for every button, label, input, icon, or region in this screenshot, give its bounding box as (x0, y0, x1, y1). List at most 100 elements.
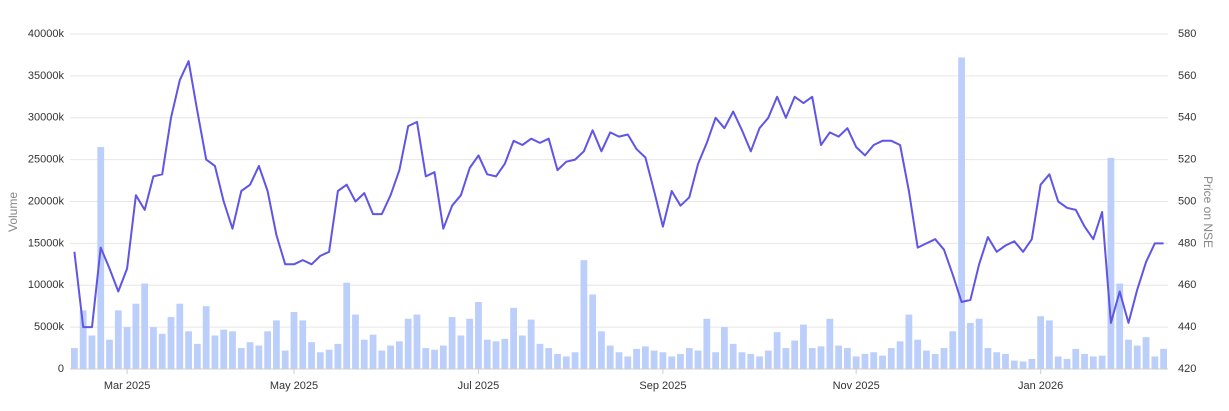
volume-bar (923, 350, 930, 369)
volume-bar (422, 348, 430, 369)
volume-bar (721, 327, 728, 369)
volume-bar (114, 310, 122, 369)
volume-bar (554, 353, 561, 369)
volume-bar (88, 335, 96, 369)
volume-bar (1116, 283, 1124, 369)
volume-bar (589, 294, 597, 369)
volume-bar (738, 352, 746, 369)
volume-bar (167, 317, 175, 369)
volume-bar (817, 346, 825, 369)
volume-bar (1089, 356, 1097, 369)
volume-bar (756, 356, 763, 369)
volume-bar (826, 318, 834, 369)
volume-bar (1063, 358, 1071, 369)
volume-bar (211, 335, 219, 369)
volume-bar (176, 303, 184, 369)
volume-bar (527, 319, 535, 369)
volume-bar (387, 345, 395, 369)
volume-bar (132, 303, 140, 369)
volume-bar (580, 260, 588, 369)
volume-bar (571, 352, 579, 369)
volume-bar (150, 327, 157, 369)
volume-bar (747, 353, 755, 369)
volume-bar (255, 345, 263, 369)
volume-bar (281, 350, 289, 369)
volume-bar (79, 310, 87, 369)
y2-axis-title: Price on NSE (1201, 176, 1215, 248)
volume-bar (97, 147, 105, 369)
y-axis-title: Volume (6, 192, 20, 232)
x-tick-label: Jul 2025 (458, 380, 500, 392)
volume-bar (510, 307, 517, 369)
volume-bar (475, 302, 482, 369)
volume-bar (1072, 348, 1080, 369)
volume-bar (562, 356, 570, 369)
volume-bar (677, 353, 684, 369)
volume-bar (782, 348, 790, 369)
volume-bar (940, 348, 948, 369)
x-tick-label: Nov 2025 (833, 380, 880, 392)
y2-tick-label: 560 (1178, 70, 1196, 82)
volume-bar (966, 322, 974, 369)
y2-tick-label: 540 (1178, 112, 1196, 124)
volume-bar (712, 352, 720, 369)
volume-bar (316, 352, 324, 369)
volume-bar (1151, 356, 1159, 369)
volume-bar (246, 342, 254, 369)
volume-bar (949, 331, 957, 369)
volume-bar (905, 314, 913, 369)
y-tick-label: 15000k (28, 237, 65, 249)
volume-bar (545, 348, 553, 369)
y2-tick-label: 500 (1178, 195, 1196, 207)
volume-bar (492, 341, 500, 369)
y2-tick-label: 440 (1178, 321, 1196, 333)
volume-bar (501, 338, 509, 369)
volume-bar (615, 352, 623, 369)
volume-bar (685, 348, 693, 369)
volume-bar (843, 348, 851, 369)
volume-bar (870, 352, 878, 369)
volume-bar (1142, 337, 1150, 369)
volume-bar (369, 334, 377, 369)
volume-bar (624, 356, 632, 369)
volume-bar (378, 350, 386, 369)
volume-bar (773, 332, 781, 369)
volume-bar (185, 331, 192, 369)
y-tick-label: 40000k (28, 28, 65, 40)
volume-bar (852, 356, 860, 369)
volume-bar (123, 327, 131, 369)
y2-tick-label: 480 (1178, 237, 1196, 249)
volume-bar (729, 343, 737, 369)
volume-bar (343, 282, 351, 369)
volume-bar (791, 340, 799, 369)
volume-bar (1160, 348, 1167, 369)
y2-tick-label: 420 (1178, 363, 1196, 375)
volume-bar (466, 318, 474, 369)
volume-bar (1028, 358, 1036, 369)
volume-bar (1046, 320, 1053, 369)
volume-bar (141, 283, 149, 369)
y-tick-label: 10000k (28, 279, 65, 291)
x-tick-label: May 2025 (270, 380, 318, 392)
volume-bar (237, 348, 245, 369)
volume-bar (1054, 356, 1062, 369)
volume-bar (202, 306, 210, 369)
volume-bar (299, 320, 307, 369)
volume-bar (606, 345, 614, 369)
volume-bar (1010, 360, 1018, 369)
volume-bar (650, 350, 658, 369)
volume-bar (808, 348, 816, 369)
volume-bar (931, 353, 939, 369)
volume-bar (1037, 316, 1045, 369)
volume-bar (800, 324, 807, 369)
volume-bar (325, 349, 333, 369)
volume-bar (914, 339, 922, 369)
volume-bar (896, 341, 904, 369)
volume-bar (193, 343, 201, 369)
volume-bar (975, 318, 983, 369)
volume-bar (1019, 361, 1027, 369)
volume-bar (1107, 157, 1115, 369)
volume-bar (431, 349, 438, 369)
volume-bar (1081, 353, 1088, 369)
